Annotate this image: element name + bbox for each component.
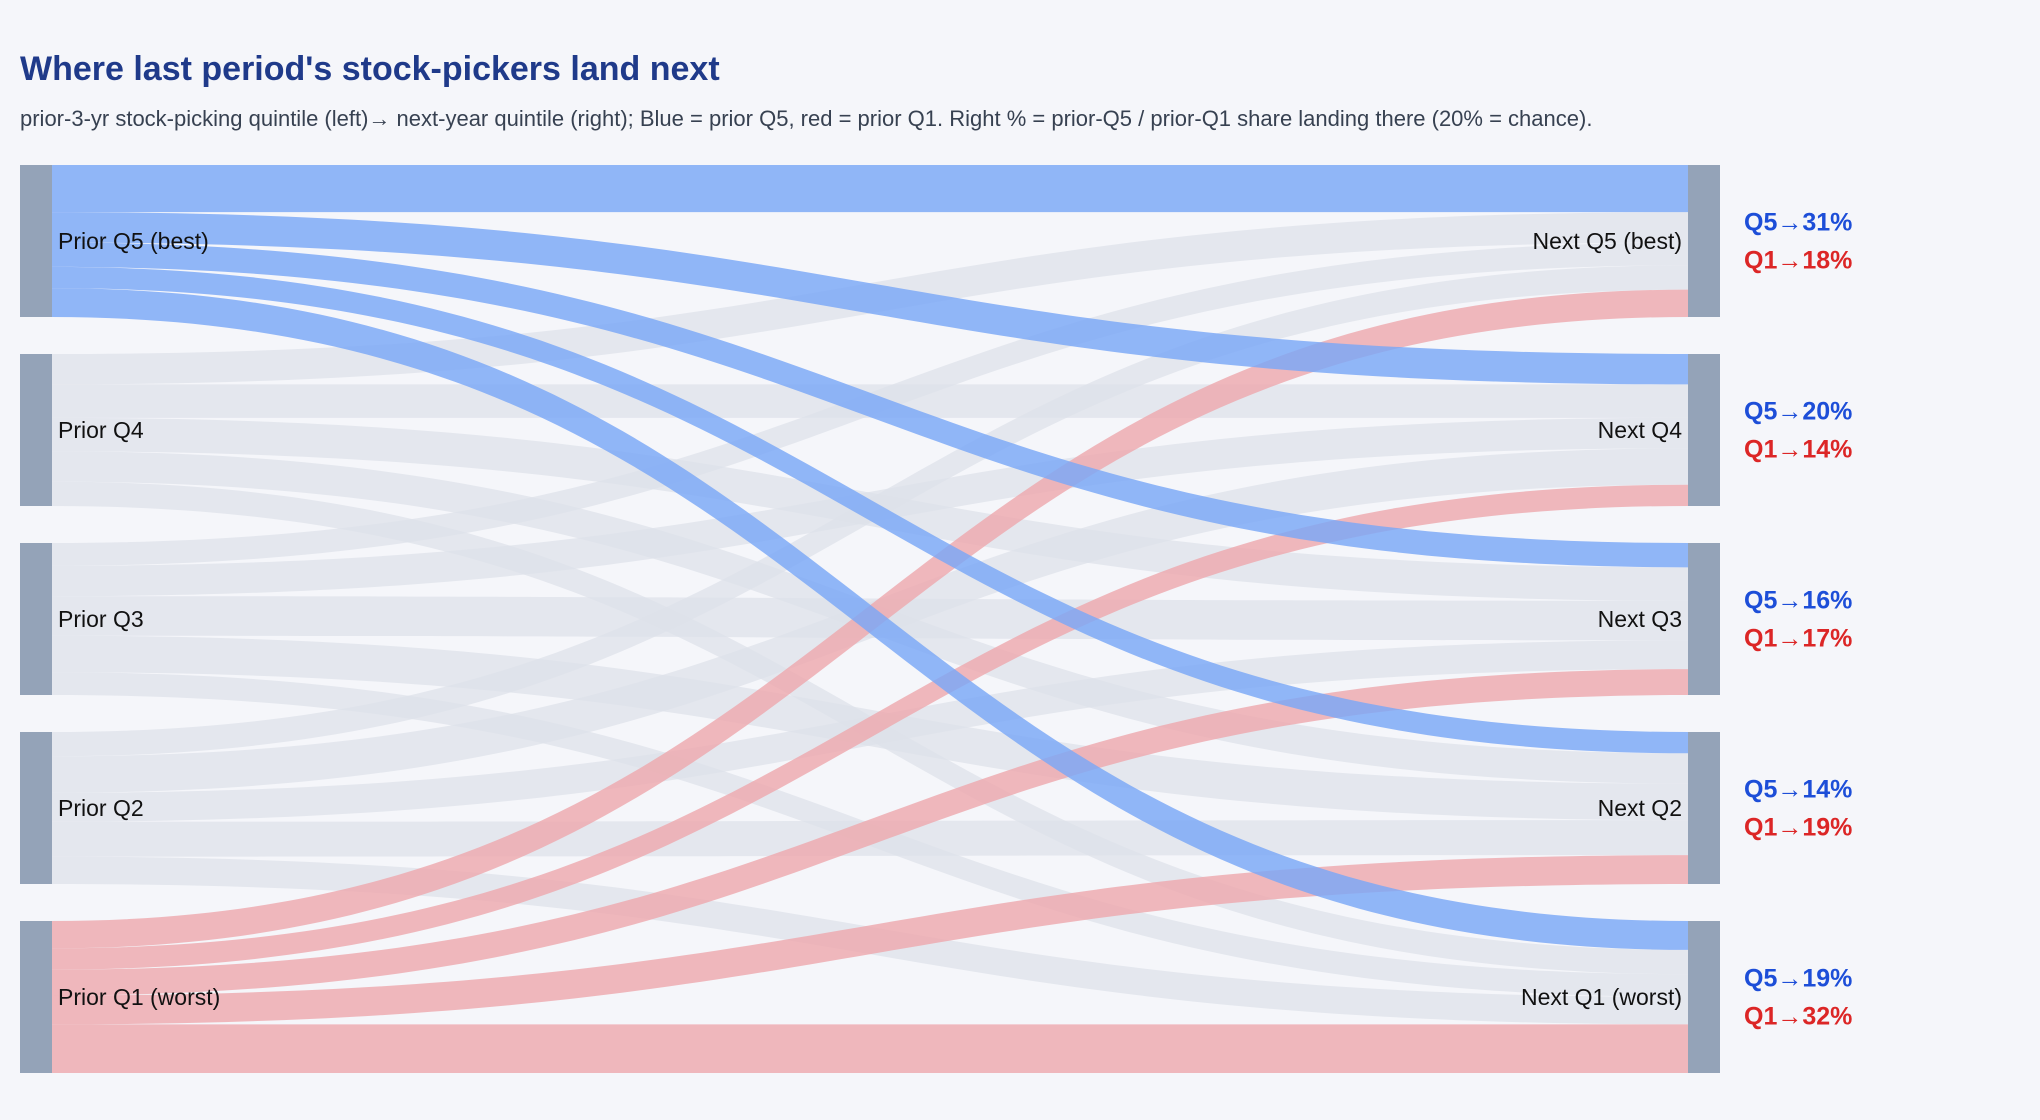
source-node-2 (20, 354, 52, 506)
chart-subtitle: prior-3-yr stock-picking quintile (left)… (20, 106, 1592, 131)
link-prior-5-to-next-2 (52, 266, 1688, 754)
q1-share-label-4: Q1→19% (1744, 814, 1852, 842)
source-label-2: Prior Q4 (58, 417, 144, 443)
source-node-5 (20, 921, 52, 1073)
nodes-layer (20, 165, 1720, 1073)
target-node-1 (1688, 165, 1720, 317)
link-prior-1-to-next-1 (52, 1024, 1688, 1073)
link-prior-5-to-next-5 (52, 165, 1688, 213)
target-label-2: Next Q4 (1598, 417, 1683, 443)
source-label-4: Prior Q2 (58, 795, 144, 821)
source-node-4 (20, 732, 52, 884)
source-node-3 (20, 543, 52, 695)
target-node-3 (1688, 543, 1720, 695)
target-node-4 (1688, 732, 1720, 884)
link-prior-1-to-next-2 (52, 855, 1688, 1025)
source-label-3: Prior Q3 (58, 606, 144, 632)
q1-share-label-1: Q1→18% (1744, 247, 1852, 275)
link-prior-5-to-next-4 (52, 212, 1688, 385)
q5-share-label-1: Q5→31% (1744, 209, 1852, 237)
q5-share-label-2: Q5→20% (1744, 398, 1852, 426)
q5-share-label-4: Q5→14% (1744, 776, 1852, 804)
source-label-1: Prior Q5 (best) (58, 228, 209, 254)
link-prior-1-to-next-4 (52, 484, 1688, 970)
target-label-3: Next Q3 (1598, 606, 1682, 632)
q1-share-label-3: Q1→17% (1744, 625, 1852, 653)
link-prior-5-to-next-1 (52, 288, 1688, 950)
q5-share-label-3: Q5→16% (1744, 587, 1852, 615)
target-node-5 (1688, 921, 1720, 1073)
source-node-1 (20, 165, 52, 317)
q1-share-label-2: Q1→14% (1744, 436, 1852, 464)
source-label-5: Prior Q1 (worst) (58, 984, 220, 1010)
q1-share-label-5: Q1→32% (1744, 1003, 1852, 1031)
link-prior-1-to-next-3 (52, 669, 1688, 996)
target-label-4: Next Q2 (1598, 795, 1682, 821)
link-prior-5-to-next-3 (52, 242, 1688, 568)
target-label-5: Next Q1 (worst) (1521, 984, 1682, 1010)
links-layer (52, 165, 1688, 1073)
target-label-1: Next Q5 (best) (1532, 228, 1682, 254)
chart-title: Where last period's stock-pickers land n… (20, 50, 720, 88)
labels-layer: Prior Q5 (best) Next Q5 (best) Q5→31% Q1→18… (58, 209, 1852, 1031)
target-node-2 (1688, 354, 1720, 506)
q5-share-label-5: Q5→19% (1744, 965, 1852, 993)
